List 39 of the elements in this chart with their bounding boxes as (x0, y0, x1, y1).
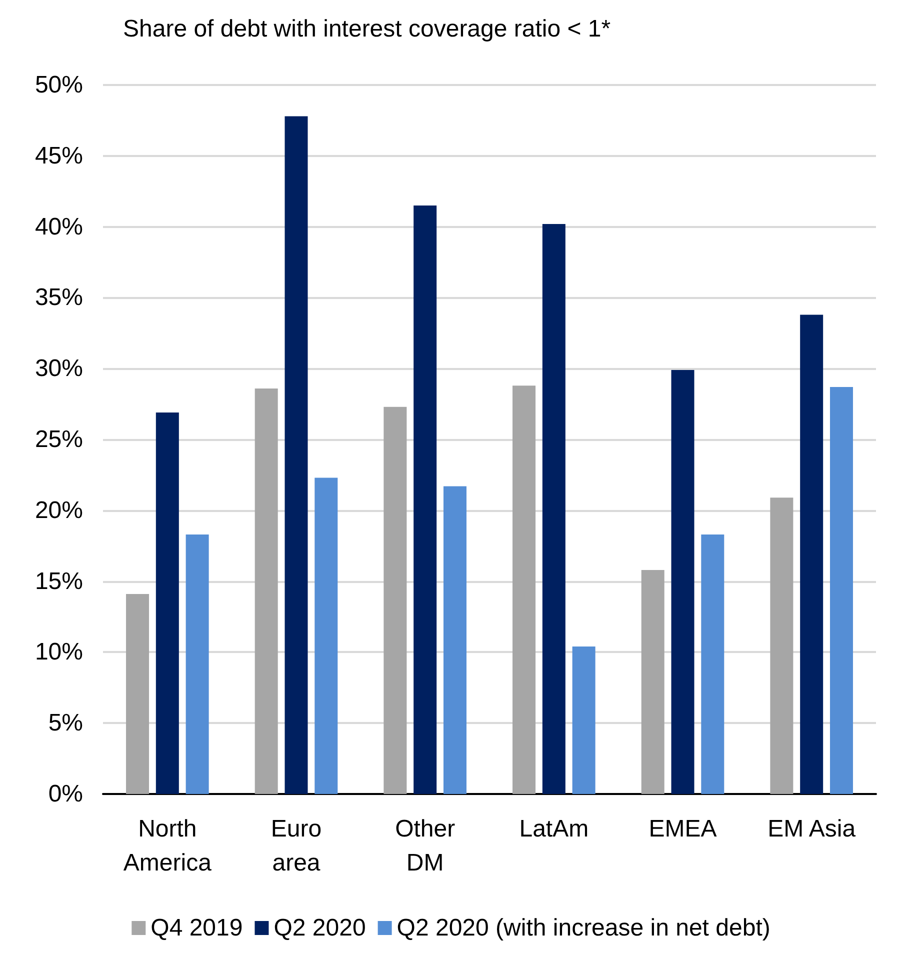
x-tick-label: EM Asia (768, 816, 856, 842)
y-tick-label: 40% (34, 213, 83, 240)
bar (800, 314, 824, 794)
bar (414, 206, 437, 794)
legend-label: Q2 2020 (274, 914, 366, 942)
bar (384, 406, 407, 794)
x-tick-label: LatAm (519, 816, 589, 842)
bar (701, 534, 724, 794)
bar (641, 570, 664, 794)
bar (314, 478, 338, 794)
bar (512, 386, 536, 794)
chart-title: Share of debt with interest coverage ratio < 1* (123, 16, 611, 42)
x-tick-label: Euro area (270, 816, 322, 876)
bar (770, 498, 794, 794)
bar (830, 387, 853, 794)
y-tick-label: 30% (34, 355, 83, 382)
y-tick-label: 50% (34, 72, 83, 98)
bar (284, 116, 308, 794)
y-tick-label: 25% (34, 426, 83, 453)
x-tick-label: Other DM (395, 816, 456, 876)
y-tick-label: 20% (34, 496, 83, 524)
bar (542, 224, 566, 794)
x-tick-label: North America (123, 816, 212, 876)
legend-label: Q2 2020 (with increase in net debt) (396, 914, 770, 942)
y-tick-label: 5% (48, 710, 83, 737)
x-tick-label: EMEA (648, 816, 717, 842)
bar (671, 370, 694, 794)
bar (186, 534, 209, 794)
y-tick-label: 10% (34, 638, 83, 666)
bar (443, 486, 466, 794)
y-tick-label: 0% (48, 780, 83, 808)
bar (156, 412, 179, 794)
bar (126, 594, 150, 794)
legend-label: Q4 2019 (150, 914, 243, 942)
y-tick-label: 45% (34, 142, 83, 170)
bar (572, 646, 596, 794)
y-tick-label: 15% (34, 568, 83, 595)
y-tick-label: 35% (34, 284, 83, 312)
bar (254, 388, 278, 794)
